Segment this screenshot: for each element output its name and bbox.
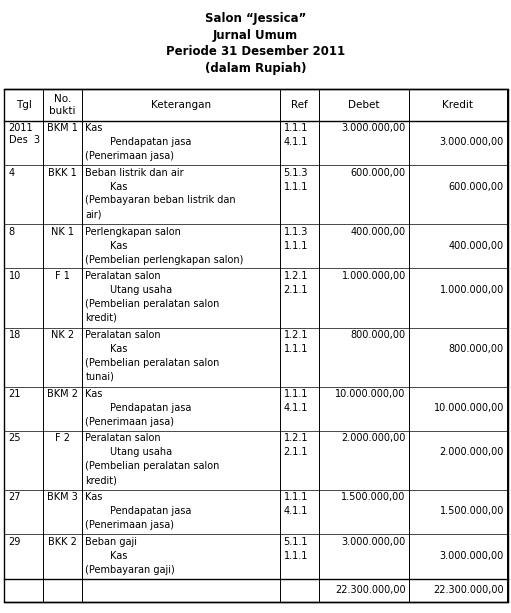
Text: Kas: Kas [85, 123, 103, 133]
Text: Kas: Kas [85, 492, 103, 503]
Text: 22.300.000,00: 22.300.000,00 [335, 585, 406, 595]
Text: (Pembayaran gaji): (Pembayaran gaji) [85, 565, 175, 575]
Text: 400.000,00: 400.000,00 [351, 227, 406, 237]
Text: BKM 2: BKM 2 [47, 389, 78, 399]
Text: Tgl: Tgl [16, 100, 32, 110]
Text: 1.500.000,00: 1.500.000,00 [439, 506, 504, 517]
Text: 3.000.000,00: 3.000.000,00 [439, 137, 504, 147]
Text: 27: 27 [9, 492, 21, 503]
Text: 25: 25 [9, 433, 21, 443]
Text: Pendapatan jasa: Pendapatan jasa [85, 137, 192, 147]
Text: 10.000.000,00: 10.000.000,00 [433, 403, 504, 413]
Text: (Penerimaan jasa): (Penerimaan jasa) [85, 151, 174, 161]
Text: Kas: Kas [85, 551, 128, 561]
Text: F 2: F 2 [55, 433, 70, 443]
Text: 2.1.1: 2.1.1 [284, 285, 308, 295]
Text: 600.000,00: 600.000,00 [449, 181, 504, 191]
Text: 8: 8 [9, 227, 15, 237]
Text: 1.1.3: 1.1.3 [284, 227, 308, 237]
Text: 1.500.000,00: 1.500.000,00 [341, 492, 406, 503]
Text: Debet: Debet [349, 100, 380, 110]
Text: (Penerimaan jasa): (Penerimaan jasa) [85, 520, 174, 530]
Text: 800.000,00: 800.000,00 [351, 330, 406, 340]
Text: No.
bukti: No. bukti [50, 94, 76, 116]
Text: 3.000.000,00: 3.000.000,00 [341, 537, 406, 547]
Text: 10.000.000,00: 10.000.000,00 [335, 389, 406, 399]
Text: (Pembelian perlengkapan salon): (Pembelian perlengkapan salon) [85, 254, 244, 265]
Text: kredit): kredit) [85, 475, 117, 485]
Text: kredit): kredit) [85, 313, 117, 323]
Text: 1.1.1: 1.1.1 [284, 389, 308, 399]
Text: (Pembelian peralatan salon: (Pembelian peralatan salon [85, 462, 220, 471]
Text: Kas: Kas [85, 344, 128, 354]
Text: Perlengkapan salon: Perlengkapan salon [85, 227, 181, 237]
Text: BKK 2: BKK 2 [48, 537, 77, 547]
Text: 1.1.1: 1.1.1 [284, 492, 308, 503]
Text: Pendapatan jasa: Pendapatan jasa [85, 506, 192, 517]
Text: (Pembelian peralatan salon: (Pembelian peralatan salon [85, 358, 220, 368]
Text: 21: 21 [9, 389, 21, 399]
Text: Utang usaha: Utang usaha [85, 447, 172, 457]
Text: BKM 1: BKM 1 [47, 123, 78, 133]
Text: BKK 1: BKK 1 [48, 167, 77, 178]
Text: 2.000.000,00: 2.000.000,00 [439, 447, 504, 457]
Text: (Pembayaran beban listrik dan: (Pembayaran beban listrik dan [85, 196, 236, 205]
Text: 18: 18 [9, 330, 21, 340]
Text: 10: 10 [9, 271, 21, 281]
Bar [4, 89, 508, 602]
Text: Utang usaha: Utang usaha [85, 285, 172, 295]
Text: (dalam Rupiah): (dalam Rupiah) [205, 62, 306, 75]
Text: NK 2: NK 2 [51, 330, 74, 340]
Text: 5.1.1: 5.1.1 [284, 537, 308, 547]
Text: Kas: Kas [85, 389, 103, 399]
Text: Keterangan: Keterangan [151, 100, 211, 110]
Text: 3.000.000,00: 3.000.000,00 [341, 123, 406, 133]
Text: 4.1.1: 4.1.1 [284, 403, 308, 413]
Text: Peralatan salon: Peralatan salon [85, 433, 161, 443]
Text: Peralatan salon: Peralatan salon [85, 330, 161, 340]
Text: Periode 31 Desember 2011: Periode 31 Desember 2011 [166, 45, 345, 58]
Text: (Pembelian peralatan salon: (Pembelian peralatan salon [85, 299, 220, 309]
Text: BKM 3: BKM 3 [47, 492, 78, 503]
Text: (Penerimaan jasa): (Penerimaan jasa) [85, 417, 174, 427]
Text: 2011
Des  3: 2011 Des 3 [9, 123, 40, 145]
Text: Kas: Kas [85, 240, 128, 251]
Text: 1.1.1: 1.1.1 [284, 123, 308, 133]
Text: 29: 29 [9, 537, 21, 547]
Text: 4.1.1: 4.1.1 [284, 137, 308, 147]
Text: 800.000,00: 800.000,00 [449, 344, 504, 354]
Text: 1.1.1: 1.1.1 [284, 240, 308, 251]
Text: Beban gaji: Beban gaji [85, 537, 137, 547]
Text: Ref: Ref [291, 100, 308, 110]
Text: Pendapatan jasa: Pendapatan jasa [85, 403, 192, 413]
Text: Kas: Kas [85, 181, 128, 191]
Text: Kredit: Kredit [443, 100, 473, 110]
Text: air): air) [85, 210, 102, 219]
Text: 400.000,00: 400.000,00 [449, 240, 504, 251]
Text: 2.000.000,00: 2.000.000,00 [341, 433, 406, 443]
Text: 4: 4 [9, 167, 15, 178]
Text: 600.000,00: 600.000,00 [351, 167, 406, 178]
Text: 1.000.000,00: 1.000.000,00 [439, 285, 504, 295]
Text: 2.1.1: 2.1.1 [284, 447, 308, 457]
Text: 1.1.1: 1.1.1 [284, 551, 308, 561]
Text: 5.1.3: 5.1.3 [284, 167, 308, 178]
Text: 1.2.1: 1.2.1 [284, 433, 308, 443]
Text: 22.300.000,00: 22.300.000,00 [433, 585, 504, 595]
Text: 1.000.000,00: 1.000.000,00 [341, 271, 406, 281]
Text: 3.000.000,00: 3.000.000,00 [439, 551, 504, 561]
Text: Salon “Jessica”: Salon “Jessica” [205, 12, 306, 25]
Text: 4.1.1: 4.1.1 [284, 506, 308, 517]
Text: tunai): tunai) [85, 372, 114, 382]
Text: Jurnal Umum: Jurnal Umum [213, 29, 298, 42]
Text: Beban listrik dan air: Beban listrik dan air [85, 167, 184, 178]
Text: NK 1: NK 1 [51, 227, 74, 237]
Text: Peralatan salon: Peralatan salon [85, 271, 161, 281]
Text: 1.2.1: 1.2.1 [284, 271, 308, 281]
Text: 1.1.1: 1.1.1 [284, 181, 308, 191]
Text: 1.1.1: 1.1.1 [284, 344, 308, 354]
Text: F 1: F 1 [55, 271, 70, 281]
Text: 1.2.1: 1.2.1 [284, 330, 308, 340]
